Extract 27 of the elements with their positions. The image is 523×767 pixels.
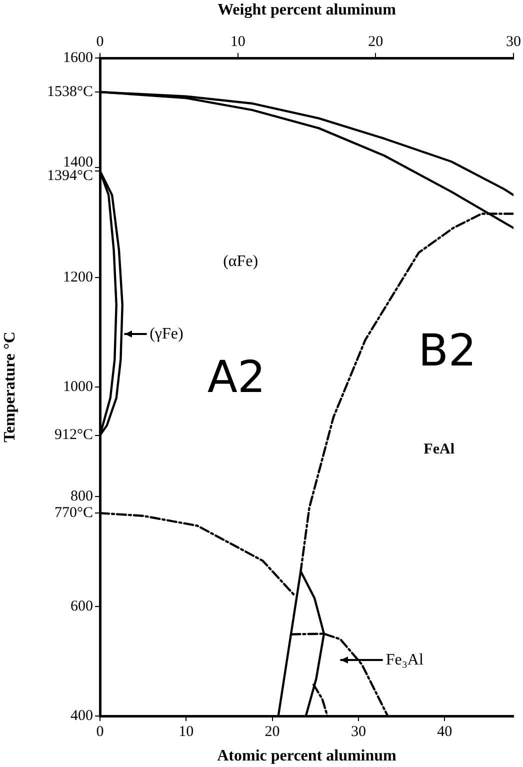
annotation: (αFe) [223,253,258,270]
x-tick-label: 20 [264,724,280,740]
annotation: (γFe) [150,326,184,343]
y-tick-label: 600 [70,598,93,614]
x2-tick-label: 10 [230,34,246,50]
annotation: B2 [418,326,476,377]
annotation: Fe₃Al [386,651,424,668]
y-tick-label: 1000 [63,378,93,395]
x2-axis-title: Weight percent aluminum [218,2,397,19]
x-tick-label: 30 [350,724,366,740]
y-axis-title: Temperature °C [2,332,19,442]
x-tick-label: 0 [96,724,104,740]
y-tick-label: 1600 [63,50,93,66]
y-tick-label: 800 [70,488,93,505]
y-tick-label: 912°C [54,427,93,444]
x-axis-title: Atomic percent aluminum [217,748,398,765]
annotation: FeAl [424,441,454,458]
x2-tick-label: 20 [368,34,384,50]
y-tick-label: 400 [70,708,93,724]
y-tick-label: 1200 [63,269,93,286]
y-tick-label: 770°C [54,505,93,522]
x-tick-label: 40 [437,724,452,740]
y-tick-label: 1538°C [46,84,93,100]
x2-tick-label: 30 [506,34,521,50]
x2-tick-label: 0 [96,34,104,50]
annotation: A2 [207,352,266,403]
x-tick-label: 10 [178,724,194,740]
